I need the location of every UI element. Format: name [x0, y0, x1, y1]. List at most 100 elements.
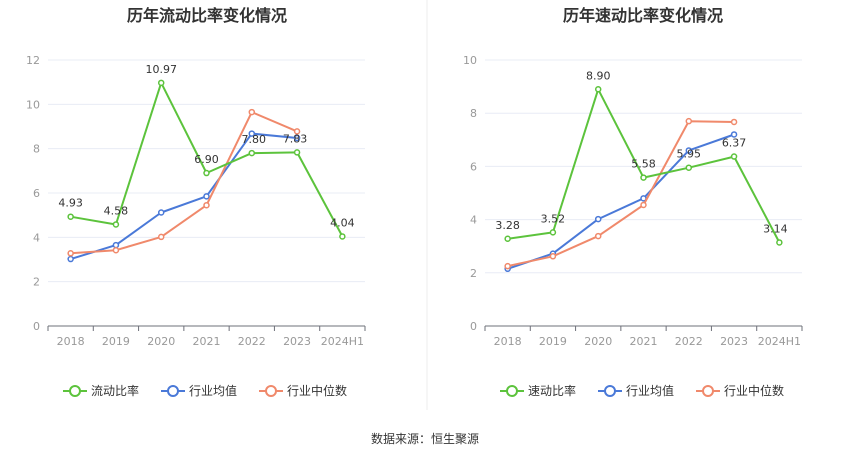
data-point-primary	[504, 235, 511, 243]
data-point-average	[112, 241, 120, 249]
data-point-median	[685, 117, 693, 125]
y-tick-label: 6	[33, 187, 40, 200]
legend-marker	[506, 385, 518, 397]
data-point-primary	[594, 86, 602, 93]
data-label: 7.80	[242, 133, 267, 146]
y-tick-label: 2	[33, 276, 40, 289]
legend-item-median: 行业中位数	[696, 383, 784, 398]
y-tick-label: 8	[33, 143, 40, 156]
x-tick-label: 2021	[630, 335, 658, 348]
legend-item-primary: 速动比率	[500, 383, 576, 398]
data-label: 4.04	[330, 216, 355, 229]
data-point-average	[157, 209, 165, 216]
data-point-primary	[640, 174, 647, 181]
legend-marker	[69, 385, 81, 397]
chart-panel-2: 历年速动比率变化情况 0 2 4 6 8 10 2018 2019 2020 2021 2022 202…	[463, 6, 803, 398]
data-point-primary	[685, 164, 693, 171]
x-tick-label: 2024H1	[321, 335, 364, 348]
data-label: 6.90	[194, 153, 219, 166]
legend-item-median: 行业中位数	[259, 383, 347, 398]
data-label: 4.93	[58, 197, 83, 210]
x-tick-label: 2020	[147, 335, 175, 348]
data-label: 3.52	[541, 212, 566, 225]
data-point-primary	[549, 229, 557, 236]
y-tick-label: 0	[33, 320, 40, 333]
data-point-average	[594, 215, 602, 223]
x-tick-label: 2018	[494, 335, 522, 348]
legend-label: 行业均值	[626, 383, 674, 398]
x-tick-label: 2019	[539, 335, 567, 348]
chart-title: 历年速动比率变化情况	[563, 6, 723, 25]
data-point-median	[203, 201, 210, 209]
data-point-median	[112, 246, 120, 254]
legend-marker	[702, 385, 714, 397]
y-tick-label: 4	[33, 231, 40, 244]
data-point-primary	[776, 239, 783, 246]
data-point-average	[293, 134, 301, 142]
data-point-primary	[67, 213, 74, 220]
data-point-median	[248, 108, 256, 116]
data-point-primary	[112, 221, 120, 228]
legend-item-average: 行业均值	[598, 383, 674, 398]
y-tick-label: 12	[26, 54, 40, 67]
x-tick-label: 2022	[238, 335, 266, 348]
data-label: 8.90	[586, 69, 611, 82]
data-point-median	[549, 253, 557, 260]
data-point-average	[248, 130, 256, 137]
y-tick-label: 2	[470, 267, 477, 280]
data-point-median	[293, 128, 301, 135]
data-point-median	[640, 201, 647, 209]
legend-item-primary: 流动比率	[63, 383, 139, 398]
data-point-average	[67, 255, 74, 263]
data-point-average	[203, 193, 210, 200]
y-tick-label: 6	[470, 160, 477, 173]
data-point-primary	[203, 169, 210, 177]
data-label: 4.58	[104, 204, 129, 217]
y-tick-label: 10	[26, 98, 40, 111]
x-tick-label: 2022	[675, 335, 703, 348]
data-source-note: 数据来源：恒生聚源	[370, 432, 479, 446]
y-tick-label: 0	[470, 320, 477, 333]
data-point-primary	[730, 153, 738, 160]
data-label: 3.28	[495, 219, 520, 232]
legend-marker	[604, 385, 616, 397]
legend-label: 行业中位数	[287, 383, 347, 398]
data-point-median	[730, 118, 738, 126]
data-point-primary	[293, 149, 301, 156]
legend-label: 行业均值	[189, 383, 237, 398]
x-tick-label: 2023	[283, 335, 311, 348]
x-tick-label: 2018	[57, 335, 85, 348]
x-tick-label: 2020	[584, 335, 612, 348]
x-tick-label: 2024H1	[758, 335, 801, 348]
chart-title: 历年流动比率变化情况	[127, 6, 287, 25]
legend-marker	[167, 385, 179, 397]
legend-label: 行业中位数	[724, 383, 784, 398]
x-tick-label: 2021	[193, 335, 221, 348]
x-tick-label: 2019	[102, 335, 130, 348]
series-line-median	[507, 120, 735, 268]
y-tick-label: 4	[470, 214, 477, 227]
data-label: 5.95	[677, 148, 702, 161]
data-label: 6.37	[722, 137, 747, 150]
series-line-average	[507, 133, 735, 270]
chart-panel-1: 历年流动比率变化情况 0 2 4 6 8 10 12 2018 2019 2020 2021 2022 2…	[26, 6, 366, 398]
data-point-primary	[157, 79, 165, 87]
data-point-average	[730, 131, 738, 138]
data-label: 3.14	[763, 222, 788, 235]
legend-item-average: 行业均值	[161, 383, 237, 398]
data-point-median	[67, 250, 74, 257]
legend-label: 速动比率	[528, 383, 576, 398]
data-label: 5.58	[631, 158, 656, 171]
data-point-primary	[339, 233, 346, 240]
data-point-primary	[248, 149, 256, 157]
data-point-median	[504, 262, 511, 270]
data-point-median	[594, 232, 602, 240]
series-line-median	[70, 111, 298, 255]
series-line-average	[70, 132, 298, 261]
data-label: 10.97	[145, 63, 177, 76]
y-tick-label: 10	[463, 54, 477, 67]
legend-marker	[265, 385, 277, 397]
legend-label: 流动比率	[91, 383, 139, 398]
data-label: 7.83	[283, 132, 308, 145]
